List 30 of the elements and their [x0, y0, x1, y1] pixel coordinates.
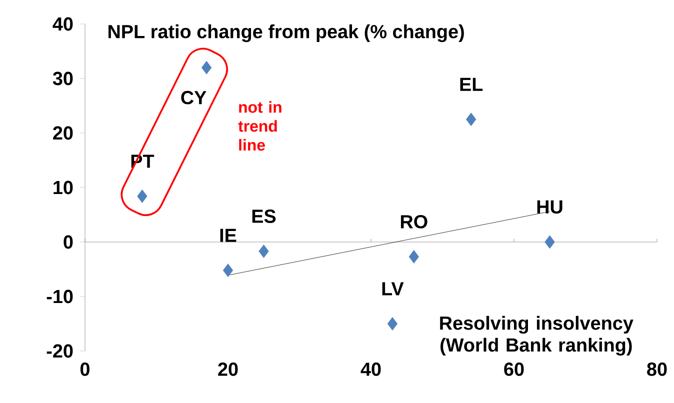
- annotation: LV: [382, 282, 404, 296]
- x-tick-label: 40: [360, 362, 381, 376]
- y-axis-title: NPL ratio change from peak (% change): [108, 24, 464, 42]
- y-tick-label: 0: [64, 235, 73, 249]
- point: [466, 112, 476, 126]
- y-tick-label: -10: [46, 290, 73, 304]
- x-tick-label: 80: [647, 362, 667, 376]
- annotation: CY: [181, 90, 206, 104]
- annotation: not in trend line: [238, 101, 282, 151]
- point: [408, 250, 419, 264]
- annotation: IE: [220, 228, 236, 242]
- x-tick-label: 20: [218, 362, 238, 376]
- y-tick-label: 10: [54, 180, 73, 194]
- y-tick-label: 20: [53, 126, 73, 140]
- x-tick-label: 60: [504, 362, 524, 376]
- y-tick-label: 30: [52, 72, 73, 86]
- annotation: EL: [460, 78, 483, 91]
- point: [201, 60, 212, 74]
- point: [222, 264, 234, 278]
- point: [137, 190, 148, 203]
- point: [258, 244, 269, 258]
- annotation: RO: [400, 215, 428, 228]
- x-axis-title: Resolving insolvency (World Bank ranking): [440, 316, 634, 356]
- point: [544, 235, 555, 249]
- y-tick-label: 40: [52, 17, 73, 31]
- annotation: HU: [537, 200, 562, 214]
- x-tick-label: 0: [80, 362, 90, 376]
- y-tick-label: -20: [46, 344, 73, 358]
- point: [387, 317, 398, 330]
- annotation: ES: [252, 210, 276, 223]
